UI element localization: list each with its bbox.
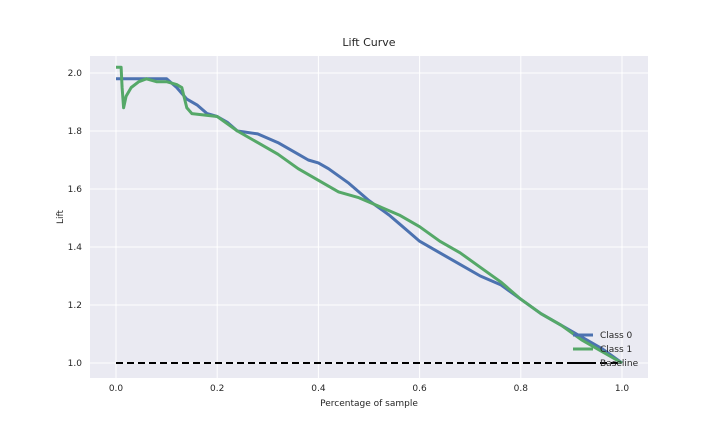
x-tick-label: 0.2: [210, 384, 224, 394]
legend-label: Class 1: [600, 345, 632, 355]
legend-label: Class 0: [600, 331, 633, 341]
x-tick-label: 0.0: [109, 384, 124, 394]
x-tick-label: 0.6: [412, 384, 427, 394]
x-axis-label: Percentage of sample: [320, 399, 418, 409]
y-tick-label: 1.0: [68, 359, 83, 369]
legend-label: Baseline: [600, 359, 639, 369]
y-tick-label: 1.2: [68, 301, 82, 311]
y-tick-label: 1.4: [68, 243, 83, 253]
x-tick-label: 1.0: [615, 384, 630, 394]
y-tick-label: 1.8: [68, 127, 83, 137]
series-line-class-1: [116, 65, 623, 365]
x-tick-label: 0.4: [311, 384, 326, 394]
plot-area: [90, 56, 648, 378]
y-tick-label: 2.0: [68, 69, 83, 79]
chart-title: Lift Curve: [342, 36, 395, 49]
y-axis-label: Lift: [56, 210, 66, 225]
x-tick-label: 0.8: [514, 384, 529, 394]
y-tick-label: 1.6: [68, 185, 83, 195]
